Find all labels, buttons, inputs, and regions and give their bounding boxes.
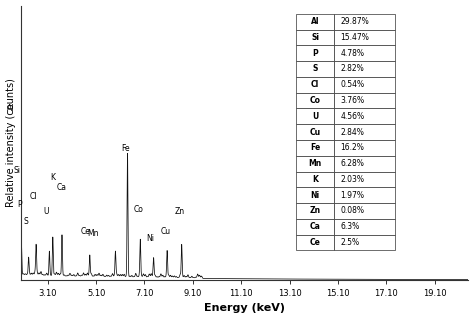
Text: Ce: Ce bbox=[81, 227, 91, 236]
Text: K: K bbox=[50, 173, 55, 182]
Y-axis label: Relative intensity (counts): Relative intensity (counts) bbox=[6, 78, 16, 207]
Text: Cl: Cl bbox=[29, 192, 37, 202]
Text: P: P bbox=[17, 200, 22, 209]
Text: U: U bbox=[44, 207, 49, 216]
Text: Zn: Zn bbox=[174, 207, 184, 216]
Text: Ni: Ni bbox=[146, 234, 155, 243]
Text: Co: Co bbox=[133, 205, 143, 214]
Text: Fe: Fe bbox=[121, 144, 130, 152]
Text: Al: Al bbox=[7, 104, 14, 113]
Text: Mn: Mn bbox=[87, 229, 99, 238]
Text: Cu: Cu bbox=[160, 227, 171, 236]
Text: S: S bbox=[23, 217, 28, 226]
X-axis label: Energy (keV): Energy (keV) bbox=[204, 303, 285, 314]
Text: Si: Si bbox=[14, 166, 21, 174]
Text: Ca: Ca bbox=[56, 183, 66, 192]
